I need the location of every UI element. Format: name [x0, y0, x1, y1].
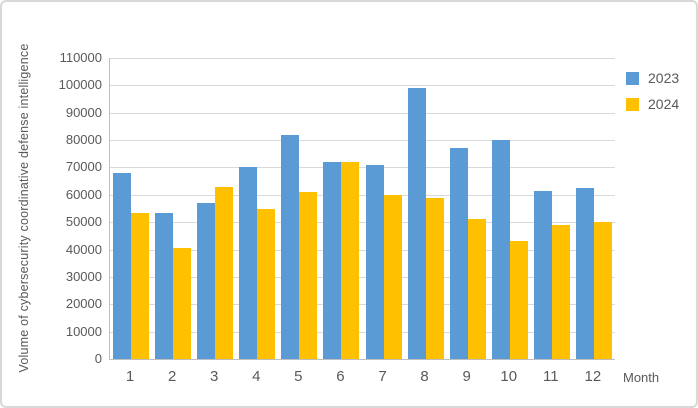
bar-group-month-7: [362, 58, 404, 359]
y-tick-label-40000: 40000: [65, 241, 102, 257]
bar-2023-month-10: [491, 140, 510, 359]
bar-2023-month-2: [155, 212, 174, 359]
legend-swatch-icon: [626, 71, 639, 85]
y-tick-label-10000: 10000: [65, 323, 102, 339]
gridline-110000: [110, 58, 615, 59]
x-tick-label-1: 1: [125, 368, 135, 385]
legend: 2023 2024: [626, 70, 679, 122]
bar-2023-month-9: [449, 148, 468, 359]
gridline-70000: [110, 167, 615, 169]
bar-2024-month-2: [173, 248, 192, 359]
bar-2024-month-5: [299, 192, 318, 359]
x-axis-tick-labels: 1 2 3 4 5 6 7 8 9 10 11 12: [109, 368, 614, 385]
x-tick-label-3: 3: [210, 368, 219, 385]
bar-2023-month-12: [575, 187, 594, 359]
x-tick-label-9: 9: [462, 368, 471, 385]
x-axis-title: Month: [623, 370, 660, 385]
plot-area: [109, 58, 615, 360]
y-tick-label-60000: 60000: [65, 186, 102, 202]
bar-2024-month-3: [215, 186, 234, 359]
bar-2023-month-11: [533, 190, 552, 359]
y-tick-label-30000: 30000: [65, 268, 102, 284]
legend-item-2024: 2024: [626, 96, 679, 112]
bar-2024-month-10: [509, 241, 528, 359]
x-tick-label-8: 8: [420, 368, 429, 385]
legend-label: 2023: [648, 70, 680, 86]
bar-2024-month-8: [425, 197, 444, 359]
y-axis-title: Volume of cybersecurity coordinative def…: [17, 43, 31, 373]
x-tick-label-2: 2: [167, 368, 177, 385]
x-tick-label-5: 5: [294, 368, 303, 385]
bar-2024-month-7: [383, 194, 402, 359]
bar-group-month-8: [405, 58, 447, 359]
x-tick-label-6: 6: [336, 368, 345, 385]
y-tick-label-0: 0: [94, 351, 102, 366]
y-tick-label-20000: 20000: [65, 296, 102, 312]
x-tick-label-4: 4: [252, 368, 261, 385]
x-tick-label-7: 7: [378, 368, 387, 385]
bar-2023-month-5: [281, 134, 300, 359]
y-tick-label-100000: 100000: [58, 77, 102, 93]
bar-2024-month-4: [257, 208, 276, 359]
bar-2024-month-6: [341, 161, 360, 359]
bar-group-month-5: [278, 58, 320, 359]
gridline-100000: [110, 85, 615, 87]
y-tick-label-90000: 90000: [65, 104, 102, 120]
x-tick-label-10: 10: [500, 368, 518, 385]
bar-2024-month-1: [131, 212, 150, 359]
bar-2023-month-8: [407, 88, 426, 359]
gridline-40000: [110, 249, 615, 251]
bar-2024-month-11: [551, 224, 570, 359]
y-tick-label-110000: 110000: [59, 50, 102, 65]
gridline-20000: [110, 304, 615, 306]
bar-2023-month-3: [197, 203, 216, 359]
bar-group-month-9: [447, 58, 489, 359]
bar-2023-month-7: [365, 164, 384, 359]
gridline-80000: [110, 140, 615, 142]
bars-row: [110, 58, 615, 359]
bar-group-month-11: [531, 58, 573, 359]
gridline-10000: [110, 331, 615, 333]
bar-2024-month-12: [593, 222, 612, 359]
bar-group-month-12: [573, 58, 615, 359]
bar-2023-month-1: [113, 172, 132, 359]
bar-group-month-6: [320, 58, 362, 359]
legend-item-2023: 2023: [626, 70, 679, 86]
gridline-60000: [110, 194, 615, 196]
bar-group-month-3: [194, 58, 236, 359]
gridline-50000: [110, 222, 615, 224]
bar-group-month-1: [110, 58, 152, 359]
bar-2024-month-9: [467, 219, 486, 359]
legend-swatch-icon: [626, 97, 639, 111]
y-tick-label-80000: 80000: [65, 132, 102, 148]
gridline-30000: [110, 276, 615, 278]
bar-2023-month-4: [239, 167, 258, 359]
x-tick-label-11: 11: [543, 368, 559, 385]
bar-group-month-2: [152, 58, 194, 359]
legend-label: 2024: [648, 96, 680, 112]
bar-group-month-4: [236, 58, 278, 359]
y-tick-label-70000: 70000: [65, 159, 102, 175]
bar-group-month-10: [489, 58, 531, 359]
x-tick-label-12: 12: [584, 368, 602, 385]
y-tick-label-50000: 50000: [65, 214, 102, 230]
bar-2023-month-6: [323, 161, 342, 359]
gridline-90000: [110, 112, 615, 114]
